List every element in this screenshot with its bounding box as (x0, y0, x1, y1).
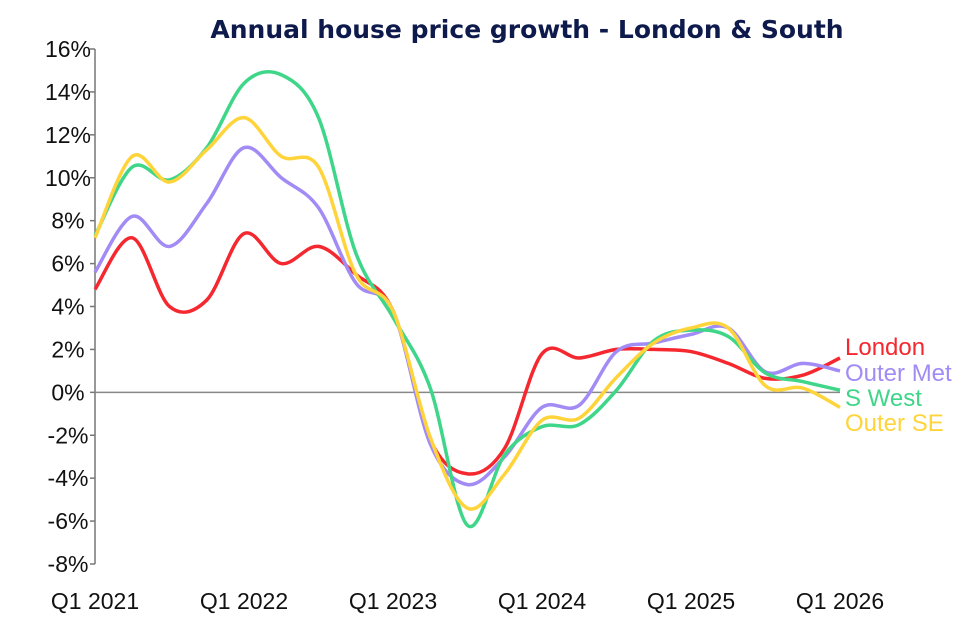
y-tick-label: 12% (45, 122, 91, 148)
y-axis: 16% 14% 12% 10% 8% 6% 4% 2% 0% -2% -4% -6% -8% (45, 36, 96, 577)
series-label-s-west: S West (845, 385, 922, 412)
x-axis: Q1 2021 Q1 2022 Q1 2023 Q1 2024 Q1 2025 Q1 20… (51, 391, 884, 614)
series-line-outer-met (93, 145, 841, 487)
plot-area (93, 69, 841, 529)
x-tick-label: Q1 2021 (51, 588, 139, 614)
x-tick-label: Q1 2025 (647, 588, 735, 614)
chart-title: Annual house price growth - London & Sou… (210, 15, 843, 44)
y-tick-label: -8% (48, 551, 89, 577)
y-tick-label: -2% (48, 422, 89, 448)
series-label-outer-met: Outer Met (845, 360, 952, 387)
y-tick-label: 10% (45, 165, 91, 191)
series-line-outer-se (93, 115, 841, 511)
series-line-london (93, 231, 841, 476)
y-tick-label: 14% (45, 79, 91, 105)
y-tick-label: -6% (48, 508, 89, 534)
series-label-outer-se: Outer SE (845, 410, 944, 437)
y-tick-label: 2% (51, 336, 84, 362)
x-tick-label: Q1 2023 (349, 588, 437, 614)
y-tick-label: 0% (51, 379, 84, 405)
x-tick-label: Q1 2022 (200, 588, 288, 614)
y-tick-label: 16% (45, 36, 91, 62)
y-tick-label: 8% (51, 208, 84, 234)
y-tick-label: 4% (51, 294, 84, 320)
x-tick-label: Q1 2024 (498, 588, 586, 614)
y-tick-label: 6% (51, 251, 84, 277)
x-tick-label: Q1 2026 (796, 588, 884, 614)
y-tick-label: -4% (48, 465, 89, 491)
series-label-london: London (845, 334, 925, 361)
